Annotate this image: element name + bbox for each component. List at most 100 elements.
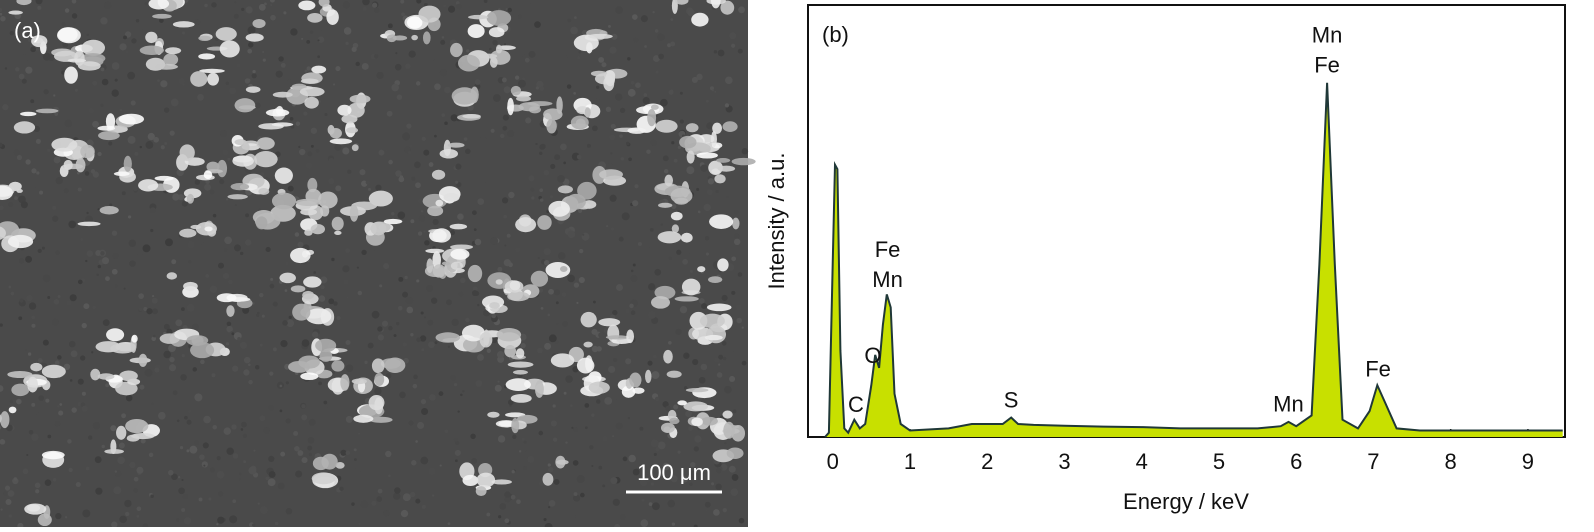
sem-grain (406, 297, 414, 305)
sem-grain (309, 419, 316, 426)
sem-grain (181, 307, 185, 311)
sem-particle (257, 137, 275, 149)
sem-grain (187, 420, 192, 425)
sem-grain (234, 14, 239, 19)
sem-grain (309, 453, 312, 456)
sem-grain (134, 477, 139, 482)
sem-grain (591, 414, 594, 417)
sem-grain (184, 517, 192, 525)
sem-grain (664, 169, 668, 173)
sem-particle (450, 224, 467, 230)
sem-particle (411, 35, 418, 40)
sem-grain (420, 457, 428, 465)
sem-grain (650, 140, 656, 146)
sem-grain (150, 495, 154, 499)
sem-grain (570, 404, 573, 407)
sem-grain (413, 375, 418, 380)
sem-grain (504, 491, 510, 497)
sem-grain (226, 82, 229, 85)
sem-grain (311, 128, 317, 134)
sem-grain (226, 342, 229, 345)
sem-particle (190, 342, 214, 358)
sem-grain (189, 446, 197, 454)
sem-grain (565, 441, 567, 443)
sem-particle (11, 384, 29, 396)
sem-particle (433, 264, 446, 277)
sem-grain (448, 6, 455, 13)
sem-particle (350, 205, 359, 222)
sem-grain (718, 364, 720, 366)
sem-grain (479, 137, 487, 145)
sem-grain (165, 238, 173, 246)
sem-grain (557, 175, 565, 183)
sem-grain (82, 406, 88, 412)
sem-particle (705, 335, 723, 340)
sem-grain (550, 195, 553, 198)
sem-grain (352, 47, 357, 52)
sem-particle (696, 152, 717, 158)
sem-grain (620, 108, 625, 113)
sem-grain (420, 335, 426, 341)
sem-grain (391, 84, 399, 92)
sem-grain (418, 231, 422, 235)
sem-grain (448, 522, 451, 525)
sem-grain (649, 502, 653, 506)
sem-grain (610, 477, 617, 484)
sem-grain (164, 107, 169, 112)
sem-grain (403, 493, 411, 501)
sem-particle (516, 348, 524, 358)
sem-grain (388, 474, 391, 477)
sem-grain (204, 4, 207, 7)
sem-grain (350, 436, 355, 441)
sem-grain (544, 248, 551, 255)
sem-grain (411, 177, 415, 181)
sem-grain (255, 103, 261, 109)
sem-grain (52, 319, 59, 326)
sem-grain (192, 367, 196, 371)
sem-grain (210, 190, 215, 195)
sem-grain (175, 319, 182, 326)
sem-grain (26, 454, 28, 456)
sem-particle (301, 79, 319, 84)
sem-particle (535, 380, 544, 397)
sem-grain (312, 331, 318, 337)
sem-particle (125, 419, 148, 433)
sem-grain (715, 484, 721, 490)
sem-grain (95, 488, 102, 495)
sem-grain (171, 259, 176, 264)
sem-grain (182, 354, 185, 357)
sem-grain (31, 315, 35, 319)
sem-grain (331, 258, 334, 261)
sem-grain (259, 293, 263, 297)
sem-grain (627, 295, 630, 298)
sem-grain (217, 471, 225, 479)
sem-grain (694, 435, 701, 442)
sem-grain (705, 510, 707, 512)
sem-grain (124, 288, 126, 290)
sem-grain (281, 63, 286, 68)
sem-grain (558, 252, 565, 259)
sem-grain (119, 109, 122, 112)
sem-grain (504, 86, 511, 93)
sem-grain (169, 364, 176, 371)
sem-grain (492, 314, 496, 318)
sem-grain (346, 416, 353, 423)
sem-grain (394, 334, 397, 337)
sem-grain (168, 470, 174, 476)
sem-grain (604, 397, 612, 405)
sem-grain (52, 206, 56, 210)
peak-label: Fe (1365, 357, 1391, 382)
sem-grain (158, 412, 166, 420)
sem-grain (364, 361, 367, 364)
sem-grain (357, 267, 359, 269)
sem-grain (128, 136, 136, 144)
sem-particle (140, 46, 164, 55)
sem-grain (216, 523, 218, 525)
plot-frame (808, 5, 1565, 437)
sem-grain (486, 513, 490, 517)
sem-particle (173, 21, 195, 27)
sem-grain (410, 219, 414, 223)
sem-grain (432, 58, 435, 61)
sem-grain (497, 267, 502, 272)
sem-particle (671, 212, 683, 221)
